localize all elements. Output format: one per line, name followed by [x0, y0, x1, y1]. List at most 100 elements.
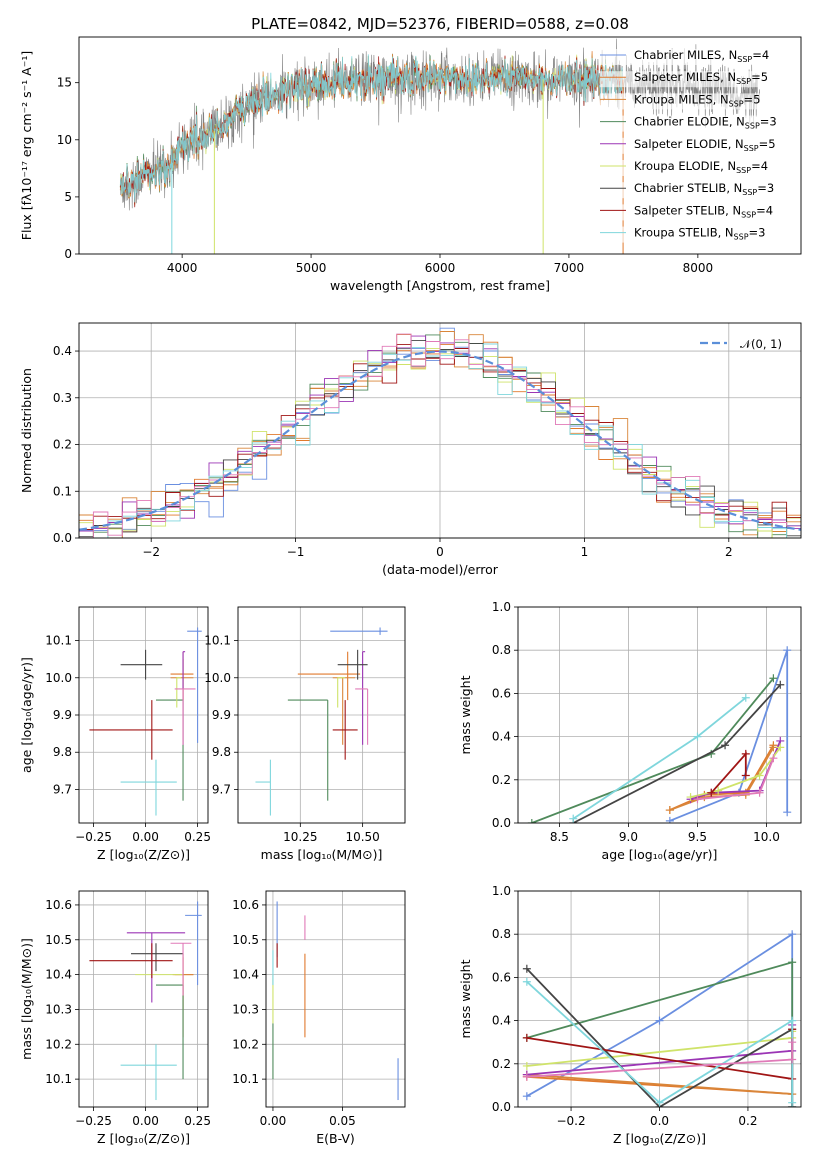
x-tick-label: 0.05 — [329, 1114, 356, 1128]
x-axis-label: E(B-V) — [316, 1131, 355, 1146]
y-tick-label: 9.8 — [212, 745, 231, 759]
mass-weight-marker — [776, 680, 785, 689]
legend-entry: Kroupa MILES, NSSP=5 — [634, 92, 760, 108]
plot-area-mass-weight-vs-age — [527, 646, 792, 823]
legend-entry: Salpeter MILES, NSSP=5 — [634, 70, 768, 86]
y-tick-label: 10.1 — [204, 634, 231, 648]
mass-weight-marker — [741, 749, 750, 758]
mass-weight-line — [690, 746, 782, 798]
y-tick-label: 0.1 — [53, 484, 72, 498]
x-tick-label: 4000 — [167, 261, 198, 275]
mass-weight-marker — [707, 788, 716, 797]
axes-frame — [517, 890, 802, 1108]
errorbar-point — [330, 627, 388, 635]
y-tick-label: 10.6 — [232, 898, 259, 912]
mass-weight-marker — [755, 788, 764, 797]
mass-weight-line — [669, 649, 789, 822]
x-tick-label: 0.00 — [132, 830, 159, 844]
mass-weight-marker — [655, 1098, 664, 1107]
mass-weight-marker — [783, 646, 792, 655]
axes-frame — [78, 606, 209, 824]
mass-weight-marker — [522, 964, 531, 973]
mass-weight-marker — [776, 743, 785, 752]
errorbar-point — [362, 651, 366, 745]
mass-weight-marker — [755, 771, 764, 780]
errorbar-point — [255, 759, 271, 816]
y-tick-label: 10.2 — [232, 1037, 259, 1051]
errorbar-point — [120, 649, 163, 680]
y-tick-label: 0.6 — [492, 686, 511, 700]
legend-bg — [600, 204, 768, 221]
x-tick-label: 0.00 — [260, 1114, 287, 1128]
mass-weight-marker — [788, 1016, 797, 1025]
legend-entry: Chabrier STELIB, NSSP=3 — [634, 181, 774, 197]
x-tick-label: −0.25 — [75, 830, 112, 844]
y-tick-label: 0.4 — [492, 730, 511, 744]
errorbar-point — [337, 677, 346, 708]
y-tick-label: 0.2 — [53, 438, 72, 452]
errorbar-point — [170, 942, 192, 996]
y-tick-label: 10.3 — [232, 1002, 259, 1016]
legend-bg — [600, 93, 768, 110]
axes-frame — [78, 890, 209, 1108]
y-tick-label: 10.4 — [232, 968, 259, 982]
mass-weight-marker — [788, 958, 797, 967]
y-tick-label: 10.1 — [45, 1072, 72, 1086]
y-tick-label: 10.6 — [45, 898, 72, 912]
x-axis-label: age [log₁₀(age/yr)] — [602, 847, 718, 862]
mass-weight-marker — [569, 814, 578, 823]
mass-weight-marker — [788, 1038, 797, 1047]
errorbar-point — [89, 943, 173, 979]
errorbar-point — [337, 649, 368, 680]
panel-residual-histogram: −2 −1 0 1 2 0.0 0.1 0.2 0.3 0.4 (data-model)/error… — [19, 322, 802, 577]
y-tick-label: 1.0 — [492, 600, 511, 614]
y-tick-label: 10.1 — [45, 634, 72, 648]
mass-weight-marker — [522, 1092, 531, 1101]
mass-weight-marker — [788, 1098, 797, 1107]
x-tick-label: −0.25 — [75, 1114, 112, 1128]
legend-entry: Kroupa STELIB, NSSP=3 — [634, 226, 765, 242]
mass-weight-marker — [788, 1055, 797, 1064]
y-tick-label: 10.5 — [232, 933, 259, 947]
panel-mass-vs-EBV: 0.00 0.05 10.1 10.2 10.3 10.4 10.5 10.6 E(B-V) — [232, 890, 406, 1146]
y-tick-label: 0.0 — [492, 1100, 511, 1114]
axes-frame — [78, 36, 802, 255]
legend-bg — [600, 115, 768, 132]
plot-area-residual-histogram — [79, 327, 801, 538]
x-tick-label: 8.5 — [550, 830, 569, 844]
figure-title: PLATE=0842, MJD=52376, FIBERID=0588, z=0… — [251, 15, 629, 33]
x-tick-label: −1 — [287, 545, 305, 559]
errorbar-point — [120, 1044, 177, 1101]
y-tick-label: 1.0 — [492, 884, 511, 898]
legend-bg — [600, 182, 768, 199]
y-axis-label: age [log₁₀(age/yr)] — [19, 657, 34, 773]
mass-weight-marker — [714, 786, 723, 795]
errorbar-point — [297, 651, 361, 701]
x-tick-label: −2 — [142, 545, 160, 559]
y-tick-label: 10.5 — [45, 933, 72, 947]
y-axis-label: mass weight — [458, 675, 473, 754]
legend-bg — [600, 226, 768, 243]
mass-weight-marker — [665, 816, 674, 823]
y-tick-label: 0.2 — [492, 773, 511, 787]
mass-weight-marker — [522, 977, 531, 986]
mass-weight-marker — [788, 930, 797, 939]
legend-entry: Kroupa ELODIE, NSSP=4 — [634, 159, 768, 175]
errorbar-point — [89, 700, 173, 760]
legend-bg — [600, 71, 768, 88]
x-axis-label: Z [log₁₀(Z/Z⊙)] — [613, 1131, 706, 1146]
mass-weight-marker — [693, 732, 702, 741]
y-tick-label: 0.3 — [53, 391, 72, 405]
y-tick-label: 10.1 — [232, 1072, 259, 1086]
mass-weight-marker — [693, 795, 702, 804]
plot-area-age-vs-mass — [255, 627, 388, 816]
y-tick-label: 0.8 — [492, 643, 511, 657]
panel-age-vs-mass: 10.25 10.50 9.7 9.8 9.9 10.0 10.1 mass [log₁₀(M… — [204, 606, 406, 862]
mass-weight-line — [669, 744, 775, 811]
plot-area-mass-weight-vs-Z — [522, 930, 797, 1107]
y-tick-label: 0.2 — [492, 1057, 511, 1071]
y-tick-label: 10.0 — [45, 671, 72, 685]
errorbar-point — [332, 700, 358, 760]
errorbar-point — [176, 677, 181, 708]
x-tick-label: 6000 — [425, 261, 456, 275]
